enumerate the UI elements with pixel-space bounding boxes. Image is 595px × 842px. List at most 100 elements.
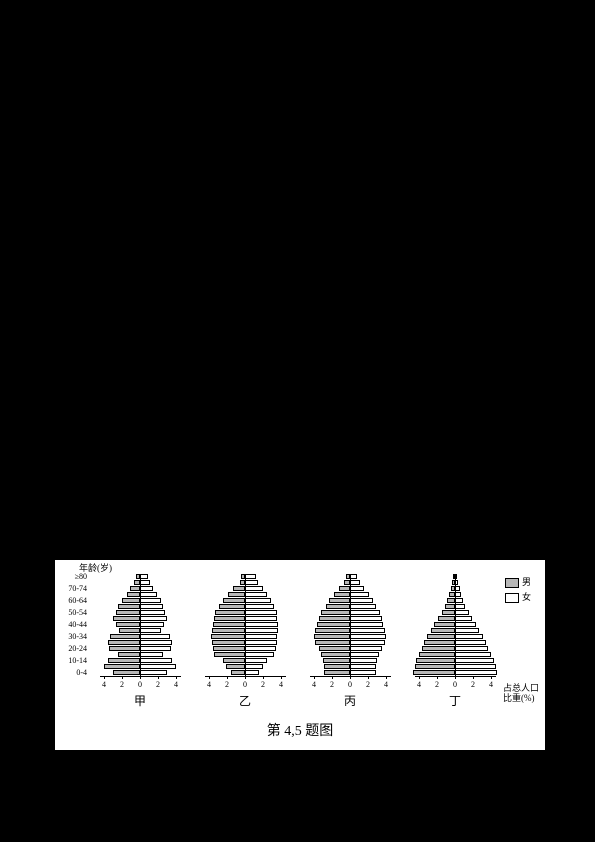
bar-male — [438, 616, 455, 621]
bar-male — [324, 670, 350, 675]
bar-female — [455, 610, 469, 615]
x-tick-label: 0 — [451, 680, 459, 689]
bar-male — [326, 604, 350, 609]
bar-male — [119, 628, 140, 633]
legend-male-swatch — [505, 578, 519, 588]
bar-male — [233, 586, 245, 591]
bar-male — [211, 634, 245, 639]
bar-male — [315, 628, 350, 633]
bar-male — [212, 628, 245, 633]
bar-female — [455, 580, 458, 585]
bar-male — [231, 670, 245, 675]
bar-male — [319, 616, 351, 621]
bar-female — [350, 670, 376, 675]
bar-male — [104, 664, 140, 669]
bar-female — [350, 574, 357, 579]
legend: 男 女 — [505, 575, 531, 603]
bar-male — [339, 586, 350, 591]
bar-female — [245, 634, 277, 639]
x-tick-label: 4 — [382, 680, 390, 689]
bar-male — [434, 622, 455, 627]
bar-male — [226, 664, 245, 669]
bar-male — [223, 598, 246, 603]
bar-female — [350, 604, 376, 609]
bar-female — [455, 604, 465, 609]
bar-female — [245, 574, 256, 579]
population-pyramid-chart: 年龄(岁) ≥8070-7460-6450-5440-4430-3420-241… — [55, 560, 545, 750]
bar-male — [122, 598, 140, 603]
x-tick-label: 2 — [433, 680, 441, 689]
x-tick-label: 0 — [346, 680, 354, 689]
age-label: 30-34 — [57, 632, 87, 641]
bar-female — [350, 580, 360, 585]
bar-female — [245, 586, 263, 591]
figure-title: 第 4,5 题图 — [55, 720, 545, 740]
bar-female — [245, 628, 278, 633]
bar-female — [455, 664, 496, 669]
bar-female — [140, 622, 164, 627]
legend-male-label: 男 — [522, 577, 531, 587]
bar-female — [245, 658, 267, 663]
bar-male — [108, 658, 140, 663]
x-tick-label: 4 — [100, 680, 108, 689]
bar-male — [314, 634, 350, 639]
bar-male — [214, 652, 245, 657]
age-label: 70-74 — [57, 584, 87, 593]
bar-female — [140, 574, 148, 579]
bar-female — [140, 646, 171, 651]
bar-female — [140, 586, 153, 591]
bar-female — [140, 670, 167, 675]
bar-male — [419, 652, 455, 657]
bar-female — [140, 616, 167, 621]
bar-male — [321, 610, 350, 615]
bar-male — [427, 634, 455, 639]
bar-female — [245, 580, 258, 585]
x-tick-label: 2 — [223, 680, 231, 689]
bar-female — [140, 658, 172, 663]
x-tick-label: 4 — [172, 680, 180, 689]
bar-female — [350, 586, 364, 591]
pyramid-name-label: 乙 — [225, 692, 265, 709]
x-tick-label: 2 — [259, 680, 267, 689]
bar-male — [334, 592, 350, 597]
bar-male — [213, 622, 245, 627]
x-tick-label: 2 — [118, 680, 126, 689]
bar-female — [350, 610, 380, 615]
bar-male — [424, 640, 455, 645]
bar-female — [455, 640, 486, 645]
bar-male — [317, 622, 350, 627]
x-tick-label: 4 — [415, 680, 423, 689]
bar-female — [140, 652, 163, 657]
bar-female — [455, 622, 476, 627]
bar-male — [315, 640, 350, 645]
age-label: 40-44 — [57, 620, 87, 629]
bar-male — [113, 670, 140, 675]
bar-female — [140, 580, 150, 585]
x-axis-title: 占总人口比重(%) — [503, 684, 543, 704]
bar-female — [245, 622, 278, 627]
legend-female-swatch — [505, 593, 519, 603]
age-label: 50-54 — [57, 608, 87, 617]
bar-male — [116, 610, 140, 615]
bar-male — [215, 610, 245, 615]
bar-female — [455, 658, 494, 663]
bar-female — [350, 616, 382, 621]
legend-female-label: 女 — [522, 592, 531, 602]
bar-female — [350, 592, 369, 597]
bar-female — [350, 658, 377, 663]
bar-female — [140, 610, 165, 615]
bar-female — [245, 652, 274, 657]
bar-male — [223, 658, 246, 663]
bar-female — [350, 628, 385, 633]
x-tick-label: 2 — [328, 680, 336, 689]
bar-female — [245, 616, 277, 621]
bar-female — [455, 628, 479, 633]
bar-female — [245, 670, 259, 675]
bar-male — [413, 670, 455, 675]
bar-female — [455, 598, 463, 603]
bar-female — [140, 664, 176, 669]
bar-female — [140, 628, 161, 633]
bar-male — [445, 604, 455, 609]
bar-male — [329, 598, 350, 603]
bar-female — [350, 640, 385, 645]
